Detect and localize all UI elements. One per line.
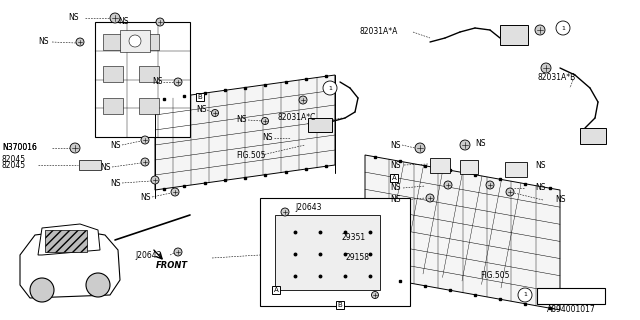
Circle shape (70, 143, 80, 153)
Text: B: B (338, 302, 342, 308)
Text: NS: NS (236, 116, 246, 124)
Text: 29351: 29351 (342, 233, 366, 242)
Bar (45, 230, 87, 252)
Circle shape (262, 117, 269, 124)
Text: N370016: N370016 (2, 143, 37, 153)
Text: NS: NS (110, 140, 120, 149)
Text: NS: NS (390, 183, 401, 193)
Circle shape (299, 96, 307, 104)
Text: J20643: J20643 (295, 203, 321, 212)
Circle shape (541, 63, 551, 73)
Circle shape (174, 78, 182, 86)
Circle shape (30, 278, 54, 302)
Text: 82031A*C: 82031A*C (278, 114, 316, 123)
Bar (139, 98, 159, 114)
Circle shape (535, 25, 545, 35)
Bar (103, 66, 123, 82)
Bar (308, 118, 332, 132)
Circle shape (86, 273, 110, 297)
Text: J20643: J20643 (135, 251, 161, 260)
Text: NS: NS (152, 77, 163, 86)
Text: N370016: N370016 (2, 143, 37, 153)
Text: 82045: 82045 (2, 161, 26, 170)
Bar (95, 22, 190, 137)
Circle shape (444, 181, 452, 189)
Text: FIG.505: FIG.505 (236, 150, 266, 159)
Circle shape (156, 18, 164, 26)
Bar (120, 30, 150, 52)
Circle shape (460, 140, 470, 150)
Bar (103, 98, 123, 114)
Bar (430, 158, 450, 173)
Circle shape (129, 35, 141, 47)
Bar (139, 34, 159, 50)
Polygon shape (155, 75, 335, 190)
Circle shape (281, 208, 289, 216)
Bar (460, 160, 478, 174)
Text: A894001017: A894001017 (547, 306, 595, 315)
Text: NS: NS (262, 133, 273, 142)
Text: NS: NS (118, 18, 129, 27)
Circle shape (323, 81, 337, 95)
Circle shape (174, 248, 182, 256)
Text: 1: 1 (523, 292, 527, 298)
Text: NS: NS (140, 194, 150, 203)
Text: 82031A*A: 82031A*A (360, 28, 398, 36)
Circle shape (518, 288, 532, 302)
Text: NS: NS (390, 161, 401, 170)
Polygon shape (365, 155, 560, 310)
Circle shape (426, 194, 434, 202)
Bar (537, 288, 605, 304)
Text: 1: 1 (328, 85, 332, 91)
Text: A: A (392, 175, 396, 181)
Bar (139, 66, 159, 82)
Text: NS: NS (110, 179, 120, 188)
Text: NS: NS (68, 13, 79, 22)
Circle shape (151, 176, 159, 184)
Text: W140061: W140061 (553, 292, 589, 300)
Circle shape (486, 181, 494, 189)
Text: NS: NS (100, 164, 111, 172)
Text: A: A (274, 287, 278, 293)
Circle shape (556, 21, 570, 35)
Text: NS: NS (475, 139, 486, 148)
Bar (260, 198, 410, 306)
Polygon shape (275, 215, 380, 290)
Text: FRONT: FRONT (156, 260, 188, 269)
Text: NS: NS (535, 183, 545, 193)
Text: 1: 1 (561, 26, 565, 30)
Text: NS: NS (196, 106, 207, 115)
Bar (500, 25, 528, 45)
Text: 82031A*B: 82031A*B (538, 74, 576, 83)
Circle shape (371, 292, 378, 299)
Bar (505, 162, 527, 177)
Text: NS: NS (390, 140, 401, 149)
Polygon shape (38, 224, 100, 255)
Bar (103, 34, 123, 50)
Bar (79, 160, 101, 170)
Text: 29158: 29158 (345, 253, 369, 262)
Polygon shape (20, 230, 120, 298)
Text: NS: NS (535, 161, 545, 170)
Circle shape (171, 188, 179, 196)
Circle shape (141, 158, 149, 166)
Text: FIG.505: FIG.505 (480, 270, 509, 279)
Circle shape (141, 136, 149, 144)
Text: 82045: 82045 (2, 156, 26, 164)
Bar (580, 128, 606, 144)
Circle shape (415, 143, 425, 153)
Text: NS: NS (38, 37, 49, 46)
Circle shape (211, 109, 218, 116)
Circle shape (110, 13, 120, 23)
Circle shape (506, 188, 514, 196)
Text: NS: NS (555, 196, 566, 204)
Text: B: B (198, 94, 202, 100)
Text: NS: NS (390, 196, 401, 204)
Circle shape (76, 38, 84, 46)
